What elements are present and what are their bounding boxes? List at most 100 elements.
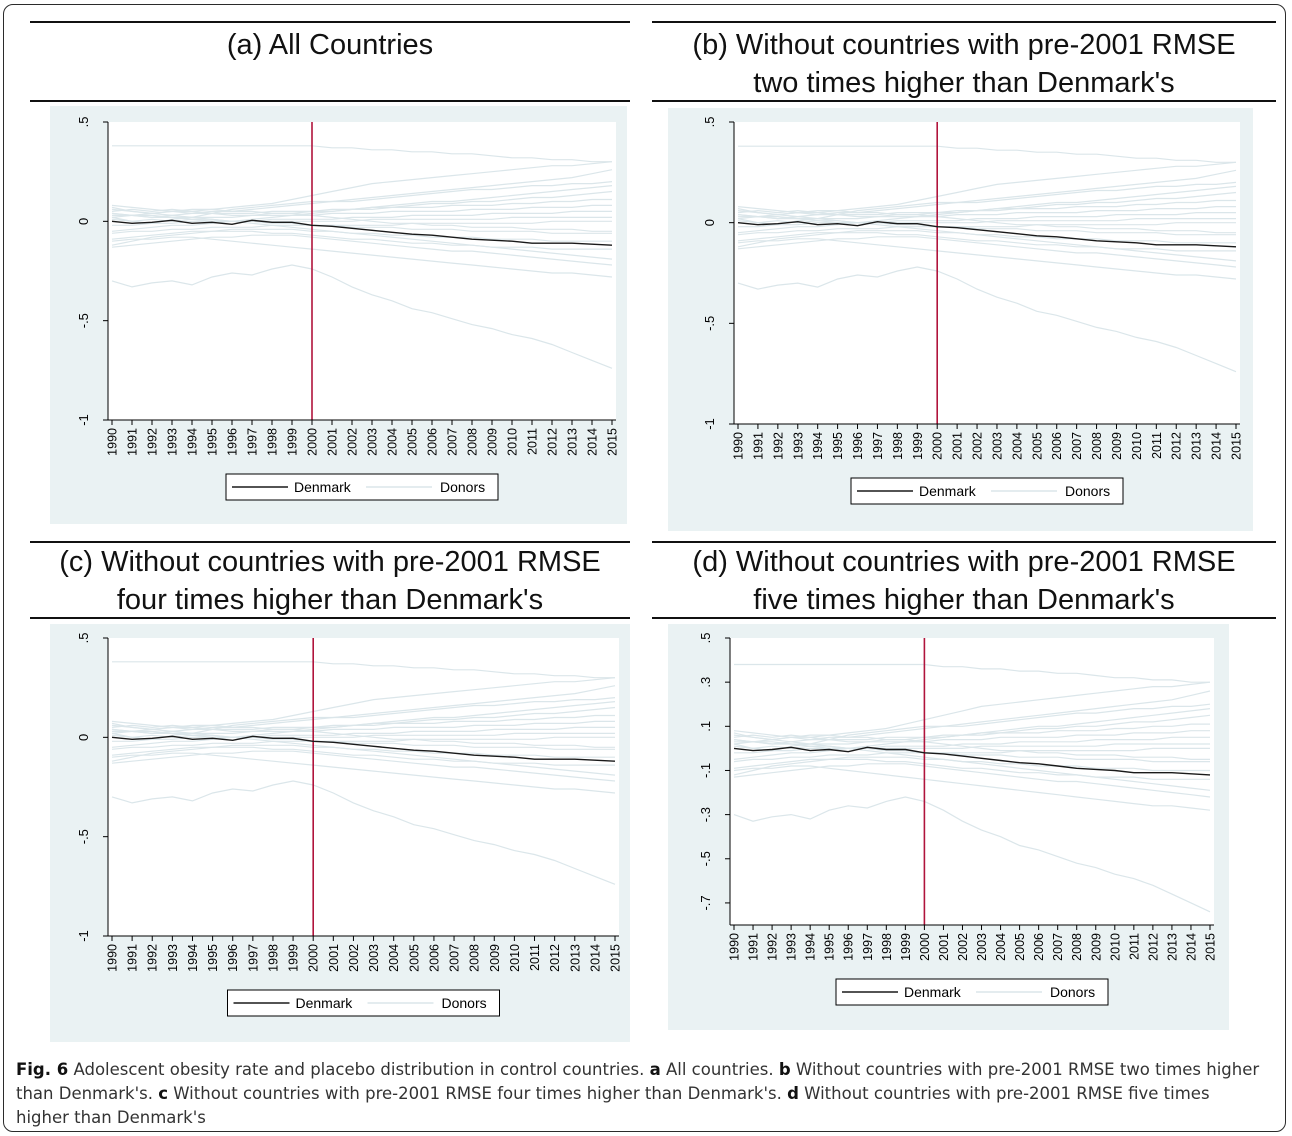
x-tick-label: 2013 bbox=[1165, 933, 1179, 961]
donor-line bbox=[737, 214, 1236, 236]
y-tick-label: -.5 bbox=[76, 313, 91, 328]
panel-b-title-line2: two times higher than Denmark's bbox=[753, 67, 1175, 99]
donor-line bbox=[111, 212, 612, 234]
donor-line bbox=[111, 161, 613, 213]
x-tick-label: 2015 bbox=[609, 944, 623, 972]
x-tick-label: 1994 bbox=[804, 933, 818, 961]
x-tick-label: 2012 bbox=[1146, 933, 1160, 961]
x-tick-label: 2015 bbox=[1230, 432, 1244, 460]
caption-a-text: All countries. bbox=[660, 1060, 779, 1079]
x-tick-label: 1998 bbox=[266, 428, 280, 456]
y-tick-label: -.5 bbox=[702, 316, 717, 331]
x-tick-label: 1992 bbox=[146, 428, 160, 456]
x-tick-label: 2009 bbox=[488, 944, 502, 972]
donor-line bbox=[111, 685, 616, 740]
x-tick-label: 2004 bbox=[387, 944, 401, 972]
legend: Denmark Donors bbox=[227, 989, 500, 1017]
x-tick-label: 1990 bbox=[728, 933, 742, 961]
rule-b bbox=[652, 100, 1276, 102]
donor-line bbox=[733, 756, 1210, 772]
x-tick-label: 2000 bbox=[931, 432, 945, 460]
legend-donors-label: Donors bbox=[440, 479, 485, 495]
x-tick-label: 2014 bbox=[588, 944, 602, 972]
legend-donors-label: Donors bbox=[1065, 483, 1110, 499]
x-tick-label: 2006 bbox=[427, 944, 441, 972]
donor-line bbox=[733, 758, 1210, 780]
x-tick-label: 1994 bbox=[186, 944, 200, 972]
x-tick-label: 2002 bbox=[971, 432, 985, 460]
donor-line bbox=[111, 234, 613, 266]
donor-line bbox=[111, 230, 612, 250]
x-tick-label: 1992 bbox=[766, 933, 780, 961]
x-tick-label: 2006 bbox=[426, 428, 440, 456]
panel-d-title-line2: five times higher than Denmark's bbox=[753, 584, 1175, 616]
donor-line bbox=[111, 208, 612, 232]
donor-line bbox=[111, 780, 616, 885]
x-tick-label: 2010 bbox=[1108, 933, 1122, 961]
denmark-line bbox=[737, 220, 1237, 248]
chart-svg-d: -.7 -.5 -.3 -.1 .1 .3 .5 1990 1991 1992 1993 1994 19… bbox=[698, 633, 1218, 1006]
top-rule-right bbox=[652, 21, 1276, 23]
x-tick-label: 1999 bbox=[286, 428, 300, 456]
x-tick-label: 2002 bbox=[956, 933, 970, 961]
x-tick-label: 2000 bbox=[306, 428, 320, 456]
donor-line bbox=[111, 714, 615, 730]
donor-line bbox=[111, 722, 616, 776]
panel-a-title: (a) All Countries bbox=[30, 26, 630, 64]
denmark-line bbox=[111, 219, 613, 246]
y-tick-label: -1 bbox=[76, 930, 91, 942]
x-tick-label: 2013 bbox=[1190, 432, 1204, 460]
x-tick-label: 2011 bbox=[526, 428, 540, 455]
x-tick-label: 1993 bbox=[791, 432, 805, 460]
x-tick-label: 2007 bbox=[1070, 432, 1084, 460]
x-tick-label: 2015 bbox=[606, 428, 620, 456]
x-tick-label: 1997 bbox=[246, 944, 260, 972]
donor-line bbox=[111, 728, 615, 750]
donor-line bbox=[111, 198, 612, 214]
x-tick-label: 2013 bbox=[566, 428, 580, 456]
y-tick-label: .3 bbox=[698, 677, 713, 688]
caption-a-label: a bbox=[649, 1060, 661, 1079]
x-tick-label: 2003 bbox=[367, 944, 381, 972]
x-tick-label: 2013 bbox=[568, 944, 582, 972]
legend: Denmark Donors bbox=[835, 978, 1109, 1006]
donor-line bbox=[111, 750, 616, 782]
donor-line bbox=[111, 736, 615, 750]
x-tick-label: 2006 bbox=[1050, 432, 1064, 460]
x-tick-label: 1994 bbox=[811, 432, 825, 460]
donor-line bbox=[733, 723, 1210, 741]
chart-svg-a: -1 -.5 0 .5 1990 1991 1992 1993 1994 1995 1996 1997… bbox=[76, 117, 620, 501]
rule-c bbox=[30, 617, 630, 619]
x-tick-label: 2002 bbox=[346, 428, 360, 456]
caption-c-text: Without countries with pre-2001 RMSE fou… bbox=[167, 1084, 788, 1103]
y-tick-label: -1 bbox=[76, 414, 91, 426]
x-tick-label: 2008 bbox=[1070, 933, 1084, 961]
x-tick-label: 2014 bbox=[1184, 933, 1198, 961]
x-tick-label: 2004 bbox=[1010, 432, 1024, 460]
chart-panel-d: -.7 -.5 -.3 -.1 .1 .3 .5 1990 1991 1992 1993 1994 19… bbox=[668, 624, 1229, 1030]
x-tick-label: 2002 bbox=[347, 944, 361, 972]
donor-line bbox=[733, 681, 1211, 738]
y-tick-label: -1 bbox=[702, 418, 717, 430]
donor-line bbox=[111, 190, 613, 216]
denmark-line bbox=[733, 746, 1211, 776]
x-tick-label: 1990 bbox=[106, 944, 120, 972]
chart-panel-a: -1 -.5 0 .5 1990 1991 1992 1993 1994 1995 1996 1997… bbox=[50, 106, 627, 524]
panel-a-title-line1: (a) All Countries bbox=[226, 29, 434, 61]
x-tick-label: 2004 bbox=[994, 933, 1008, 961]
chart-svg-c: -1 -.5 0 .5 1990 1991 1992 1993 1994 1995 1996 1997… bbox=[76, 633, 623, 1017]
x-tick-label: 1998 bbox=[880, 933, 894, 961]
y-tick-label: -.5 bbox=[76, 829, 91, 844]
legend: Denmark Donors bbox=[225, 473, 499, 501]
y-tick-label: .5 bbox=[76, 117, 91, 128]
legend-denmark-label: Denmark bbox=[904, 984, 962, 1000]
donor-line bbox=[111, 724, 615, 748]
x-tick-label: 1995 bbox=[831, 432, 845, 460]
x-tick-label: 2012 bbox=[546, 428, 560, 456]
donor-line bbox=[112, 726, 615, 742]
x-tick-label: 1996 bbox=[842, 933, 856, 961]
donor-line bbox=[737, 238, 1237, 280]
x-tick-label: 2008 bbox=[466, 428, 480, 456]
x-tick-label: 2005 bbox=[407, 944, 421, 972]
panel-c-title-line1: (c) Without countries with pre-2001 RMSE bbox=[59, 546, 601, 578]
